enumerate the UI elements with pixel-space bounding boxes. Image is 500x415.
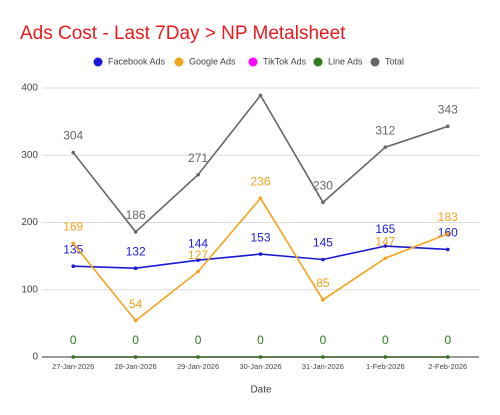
data-label: 236 [250, 174, 270, 188]
data-label: 343 [438, 103, 458, 117]
data-label: 271 [188, 151, 208, 165]
x-tick-label: 27-Jan-2026 [52, 362, 94, 371]
data-point [258, 252, 263, 256]
data-label: 0 [132, 333, 139, 347]
data-label: 312 [375, 123, 395, 137]
legend-marker [370, 57, 380, 67]
data-label: 169 [63, 220, 83, 234]
data-point [321, 298, 325, 302]
data-point [196, 355, 200, 359]
x-tick-label: 1-Feb-2026 [366, 362, 405, 371]
data-label: 230 [313, 178, 333, 192]
data-label: 183 [438, 210, 458, 224]
data-label: 132 [126, 244, 146, 258]
legend-label: Line Ads [328, 56, 363, 66]
data-label: 186 [126, 208, 146, 222]
data-label: 147 [375, 234, 395, 248]
y-tick-label: 400 [21, 83, 38, 94]
legend-marker [313, 57, 323, 67]
data-label: 135 [63, 242, 83, 256]
legend-marker [93, 57, 103, 67]
data-point [383, 256, 388, 260]
legend-label: Total [385, 56, 404, 66]
data-point [383, 355, 388, 359]
x-tick-label: 31-Jan-2026 [302, 362, 344, 371]
y-tick-label: 200 [21, 217, 38, 228]
data-label: 0 [320, 333, 327, 347]
y-tick-label: 0 [32, 352, 38, 363]
data-point [258, 196, 263, 201]
data-point [383, 244, 388, 248]
legend-marker [174, 57, 184, 67]
x-tick-label: 2-Feb-2026 [428, 362, 467, 371]
data-label: 0 [444, 333, 451, 347]
data-point [445, 232, 450, 236]
data-point [133, 230, 138, 234]
data-point [133, 318, 138, 323]
data-label: 144 [188, 236, 208, 250]
x-axis-label: Date [250, 385, 272, 396]
data-point [321, 257, 325, 262]
legend-marker [248, 57, 258, 67]
data-point [445, 247, 450, 252]
legend-label: Google Ads [189, 56, 236, 66]
data-point [133, 266, 138, 271]
data-point [71, 241, 76, 246]
x-tick-label: 30-Jan-2026 [239, 362, 281, 371]
data-point [321, 355, 325, 359]
x-tick-label: 28-Jan-2026 [115, 362, 157, 371]
data-label: 304 [63, 129, 83, 143]
data-label: 54 [129, 297, 143, 311]
data-label: 85 [316, 276, 330, 290]
data-label: 165 [375, 222, 395, 236]
data-label: 0 [195, 333, 202, 347]
data-label: 0 [257, 333, 264, 347]
data-point [258, 355, 263, 359]
data-label: 153 [250, 230, 270, 244]
data-label: 127 [188, 248, 208, 262]
legend-label: Facebook Ads [108, 56, 166, 66]
chart-title: Ads Cost - Last 7Day > NP Metalsheet [20, 23, 346, 44]
data-point [321, 200, 325, 205]
data-point [445, 355, 450, 359]
data-point [196, 258, 200, 262]
data-point [196, 269, 200, 274]
data-label: 145 [313, 236, 333, 250]
data-point [383, 145, 388, 149]
y-tick-label: 100 [21, 284, 38, 295]
data-point [196, 172, 200, 177]
data-point [71, 355, 76, 359]
x-tick-label: 29-Jan-2026 [177, 362, 219, 371]
data-point [71, 264, 76, 269]
data-point [445, 124, 450, 129]
legend-label: TikTok Ads [263, 56, 307, 66]
data-label: 0 [382, 333, 389, 347]
y-tick-label: 300 [21, 150, 38, 161]
data-point [258, 93, 263, 98]
data-point [71, 150, 76, 155]
data-label: 0 [70, 333, 77, 347]
data-point [133, 355, 138, 359]
